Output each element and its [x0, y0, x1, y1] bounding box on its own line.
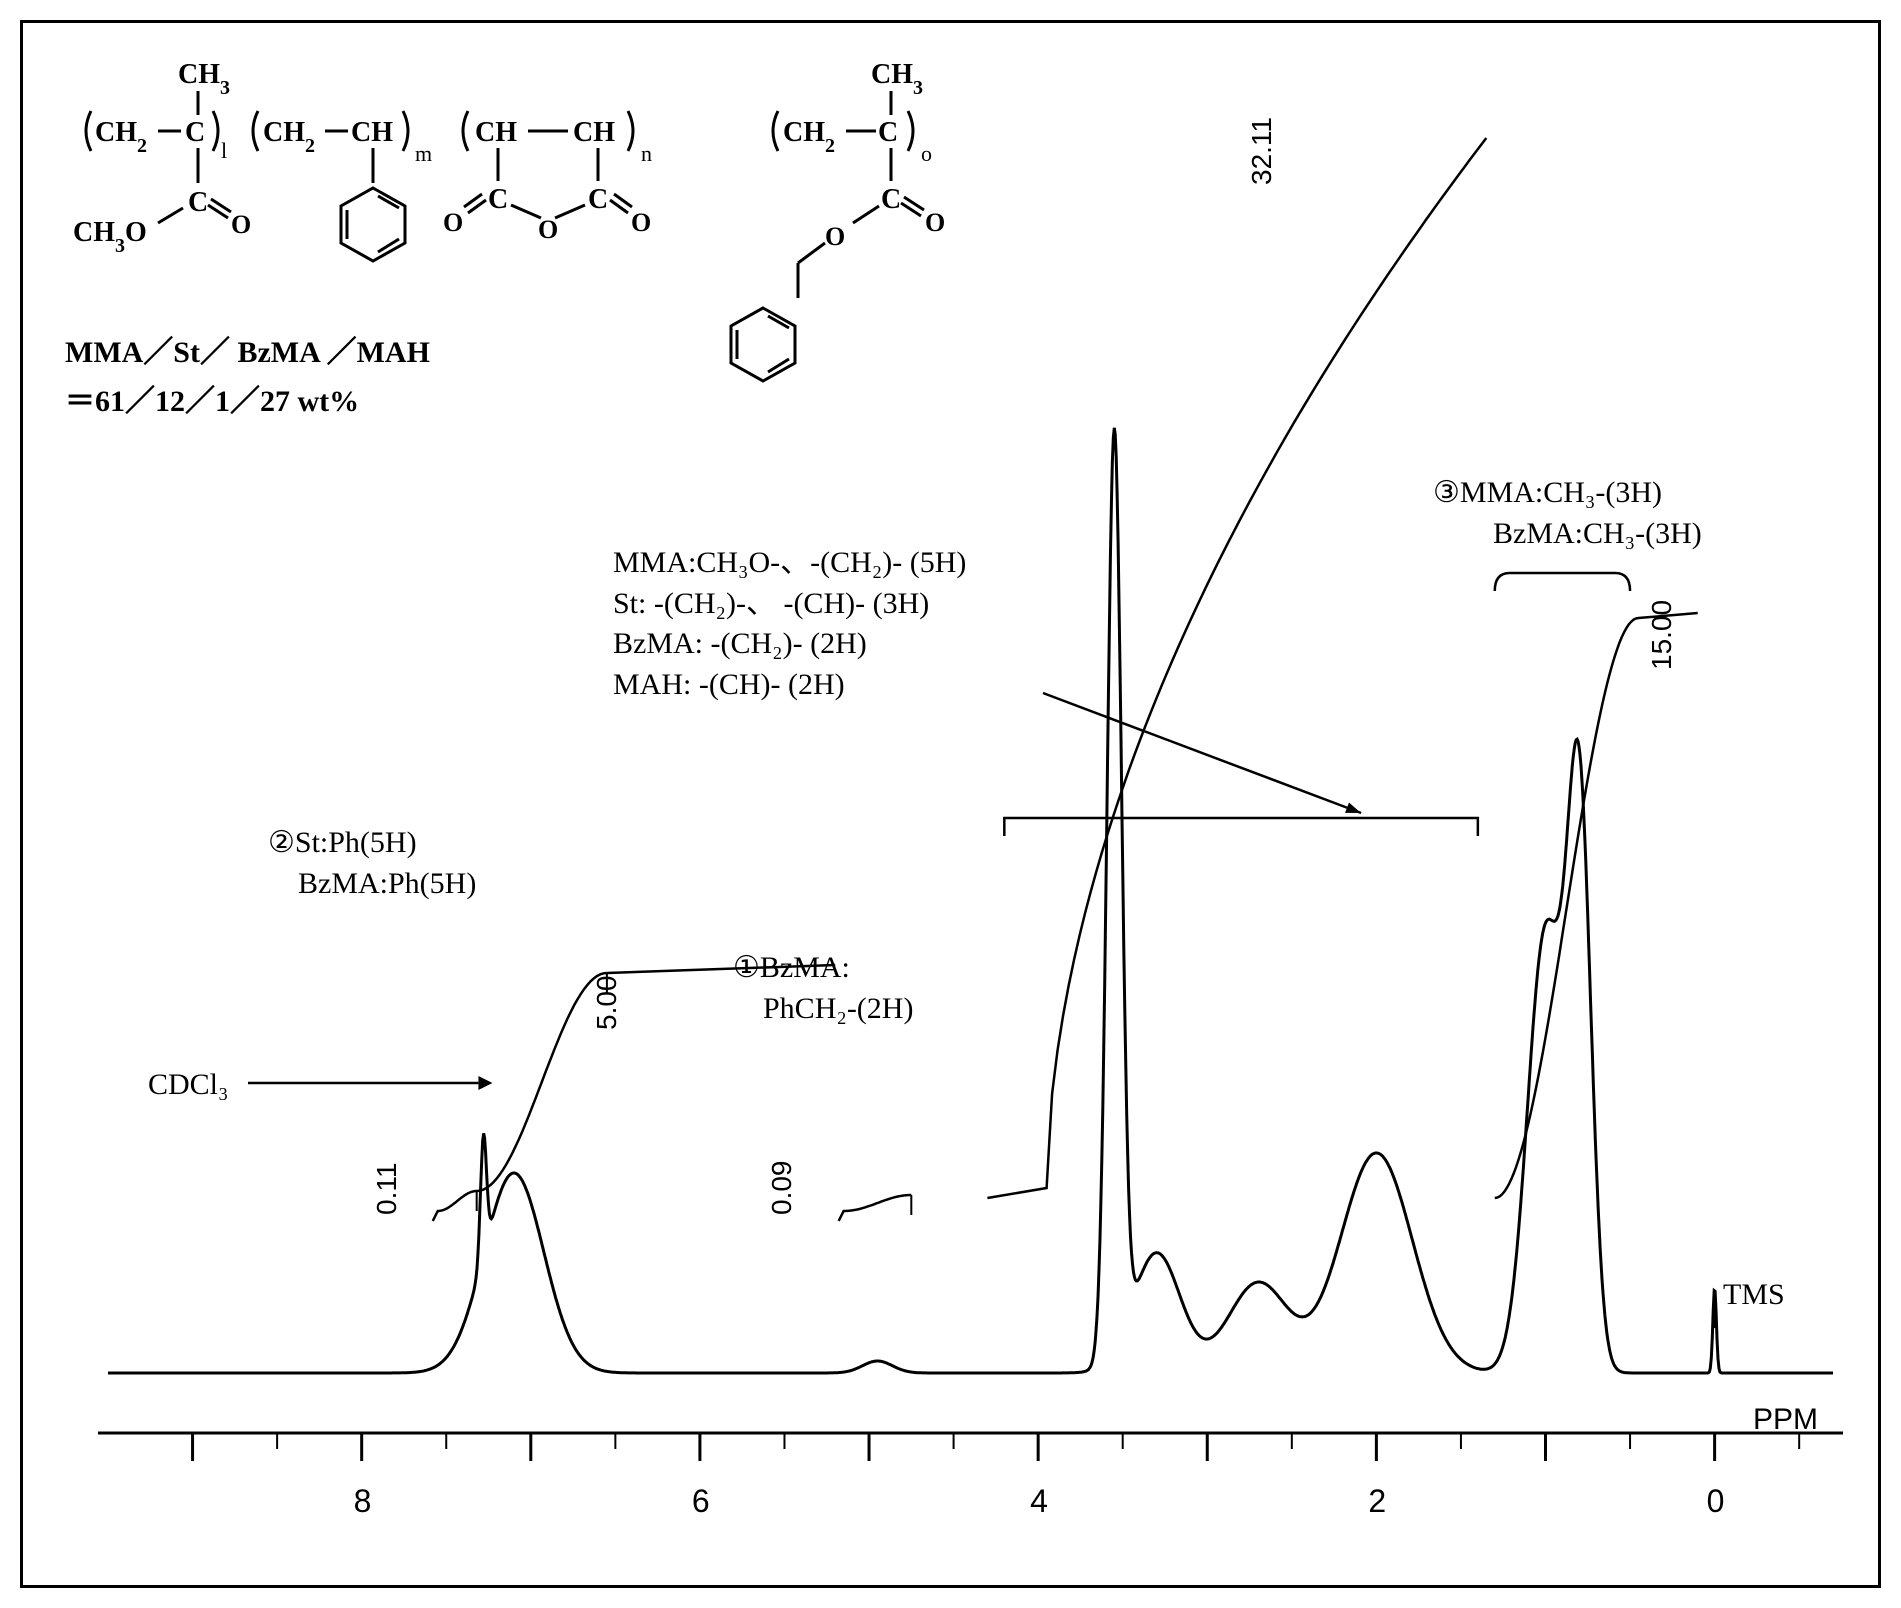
- tick-4: 4: [1030, 1483, 1048, 1520]
- tick-8: 8: [354, 1483, 372, 1520]
- spectrum-plot: [53, 53, 1854, 1573]
- tick-6: 6: [692, 1483, 710, 1520]
- tick-2: 2: [1368, 1483, 1386, 1520]
- tick-0: 0: [1707, 1483, 1725, 1520]
- plot-area: CH3 CH2 C l C O CH3O CH2 CH: [53, 53, 1848, 1565]
- figure-frame: CH3 CH2 C l C O CH3O CH2 CH: [20, 20, 1881, 1588]
- axis-label-ppm: PPM: [1753, 1403, 1818, 1437]
